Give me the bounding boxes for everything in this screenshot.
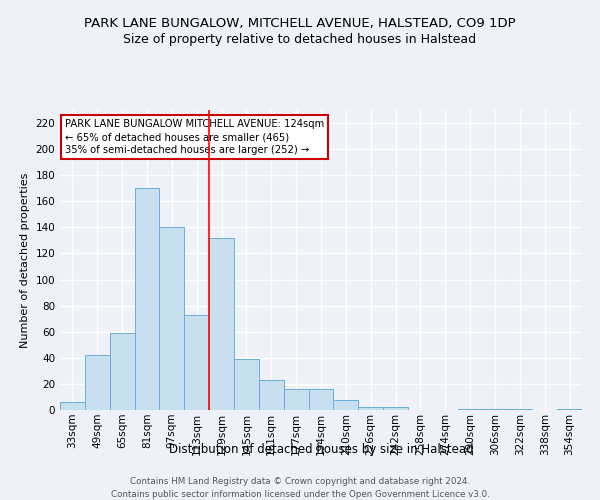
Bar — [383, 408, 408, 410]
Bar — [308, 389, 334, 410]
Bar — [160, 228, 184, 410]
Text: Contains HM Land Registry data © Crown copyright and database right 2024.: Contains HM Land Registry data © Crown c… — [130, 478, 470, 486]
Text: Contains public sector information licensed under the Open Government Licence v3: Contains public sector information licen… — [110, 490, 490, 499]
Bar — [482, 408, 508, 410]
Bar — [209, 238, 234, 410]
Text: Size of property relative to detached houses in Halstead: Size of property relative to detached ho… — [124, 32, 476, 46]
Bar — [259, 380, 284, 410]
Bar — [557, 408, 582, 410]
Bar — [508, 408, 532, 410]
Bar — [134, 188, 160, 410]
Bar — [60, 402, 85, 410]
Bar — [284, 389, 308, 410]
Text: PARK LANE BUNGALOW, MITCHELL AVENUE, HALSTEAD, CO9 1DP: PARK LANE BUNGALOW, MITCHELL AVENUE, HAL… — [84, 18, 516, 30]
Y-axis label: Number of detached properties: Number of detached properties — [20, 172, 30, 348]
Text: Distribution of detached houses by size in Halstead: Distribution of detached houses by size … — [169, 442, 473, 456]
Bar — [184, 315, 209, 410]
Bar — [234, 359, 259, 410]
Text: PARK LANE BUNGALOW MITCHELL AVENUE: 124sqm
← 65% of detached houses are smaller : PARK LANE BUNGALOW MITCHELL AVENUE: 124s… — [65, 119, 325, 156]
Bar — [358, 408, 383, 410]
Bar — [110, 333, 134, 410]
Bar — [458, 408, 482, 410]
Bar — [334, 400, 358, 410]
Bar — [85, 355, 110, 410]
